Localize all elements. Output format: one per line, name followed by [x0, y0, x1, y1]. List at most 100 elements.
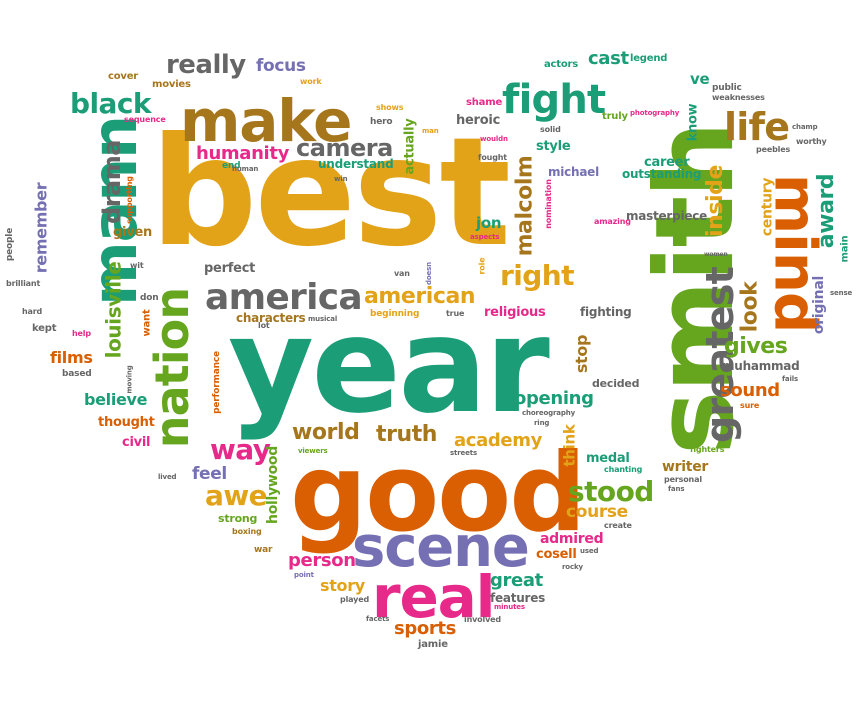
- word-hollywood: hollywood: [264, 446, 281, 524]
- word-nation: nation: [145, 287, 200, 449]
- word-worthy: worthy: [796, 137, 827, 146]
- word-remember: remember: [31, 182, 51, 274]
- word-jon: jon: [476, 214, 502, 232]
- word-shows: shows: [376, 103, 404, 112]
- word-truly: truly: [602, 111, 628, 122]
- word-help: help: [72, 329, 91, 338]
- word-course: course: [566, 502, 628, 522]
- word-muhammad: muhammad: [722, 359, 800, 373]
- word-musical: musical: [308, 315, 338, 323]
- word-moving: moving: [125, 365, 134, 394]
- word-michael: michael: [548, 165, 599, 179]
- word-war: war: [254, 545, 273, 555]
- word-movies: movies: [152, 79, 191, 90]
- word-champ: champ: [792, 123, 818, 131]
- word-year: year: [228, 289, 550, 443]
- word-played: played: [340, 595, 370, 604]
- word-van: van: [394, 269, 410, 278]
- word-true: true: [446, 309, 465, 318]
- word-fans: fans: [668, 485, 685, 493]
- word-person: person: [288, 550, 356, 571]
- word-black: black: [70, 87, 152, 120]
- word-main: main: [839, 235, 851, 263]
- word-medal: medal: [586, 451, 630, 466]
- word-stood: stood: [568, 475, 654, 508]
- word-award: award: [814, 173, 840, 249]
- word-make: make: [180, 87, 352, 155]
- word-fight: fight: [502, 77, 606, 123]
- word-features: features: [490, 591, 546, 605]
- word-ring: ring: [534, 419, 550, 427]
- word-life: life: [724, 105, 790, 149]
- word-believe: believe: [84, 390, 148, 409]
- word-career: career: [644, 155, 690, 170]
- word-sound: sound: [720, 380, 780, 401]
- word-create: create: [604, 521, 632, 530]
- word-perfect: perfect: [204, 261, 256, 276]
- word-characters: characters: [236, 311, 306, 325]
- word-feel: feel: [192, 464, 227, 484]
- word-used: used: [580, 547, 599, 555]
- word-role: role: [477, 257, 487, 275]
- word-really: really: [166, 50, 246, 80]
- word-jamie: jamie: [418, 639, 448, 650]
- word-religious: religious: [484, 305, 546, 320]
- word-given: given: [113, 225, 153, 240]
- word-weaknesses: weaknesses: [712, 93, 765, 102]
- word-choreography: choreography: [522, 409, 576, 417]
- word-real: real: [372, 563, 495, 631]
- word-original: original: [811, 275, 828, 335]
- word-solid: solid: [540, 125, 561, 134]
- word-supporting: supporting: [124, 176, 134, 224]
- word-chanting: chanting: [604, 465, 643, 474]
- word-admired: admired: [540, 531, 604, 547]
- word-involved: involved: [464, 615, 501, 624]
- word-malcolm: malcolm: [512, 155, 538, 257]
- word-hero: hero: [370, 117, 393, 127]
- word-know: know: [685, 103, 701, 142]
- word-cast: cast: [588, 48, 629, 69]
- word-rocky: rocky: [562, 563, 583, 571]
- word-brilliant: brilliant: [6, 279, 41, 288]
- word-wit: wit: [130, 261, 144, 270]
- word-work: work: [300, 77, 322, 86]
- word-point: point: [294, 571, 314, 579]
- word-lot: lot: [258, 321, 270, 330]
- word-think: think: [560, 424, 579, 467]
- word-streets: streets: [450, 449, 477, 457]
- word-strong: strong: [218, 512, 258, 525]
- word-doesn: doesn: [425, 261, 434, 286]
- word-hard: hard: [22, 307, 43, 316]
- word-personal: personal: [664, 475, 702, 484]
- word-legend: legend: [630, 53, 668, 64]
- word-facets: facets: [366, 615, 390, 623]
- word-america: america: [205, 277, 363, 318]
- word-man: man: [422, 127, 439, 135]
- word-sequence: sequence: [124, 115, 166, 124]
- word-win: win: [334, 175, 348, 183]
- word-way: way: [210, 433, 271, 466]
- word-camera: camera: [296, 134, 393, 162]
- word-wouldn: wouldn: [480, 135, 508, 143]
- word-sure: sure: [740, 401, 760, 410]
- word-amazing: amazing: [594, 217, 631, 226]
- word-outstanding: outstanding: [622, 167, 702, 181]
- word-opening: opening: [514, 388, 594, 409]
- word-american: american: [364, 284, 476, 309]
- word-heroic: heroic: [456, 113, 501, 128]
- word-fails: fails: [782, 375, 799, 383]
- word-century: century: [759, 177, 776, 237]
- word-human: human: [232, 165, 259, 173]
- word-humanity: humanity: [196, 143, 289, 164]
- word-don: don: [140, 293, 159, 303]
- word-academy: academy: [454, 430, 543, 451]
- word-actually: actually: [402, 118, 418, 175]
- word-truth: truth: [376, 422, 438, 447]
- word-fighting: fighting: [580, 305, 632, 319]
- word-look: look: [737, 281, 763, 333]
- word-public: public: [712, 83, 742, 93]
- word-masterpiece: masterpiece: [626, 209, 707, 223]
- word-great: great: [490, 570, 543, 591]
- word-kept: kept: [32, 323, 57, 334]
